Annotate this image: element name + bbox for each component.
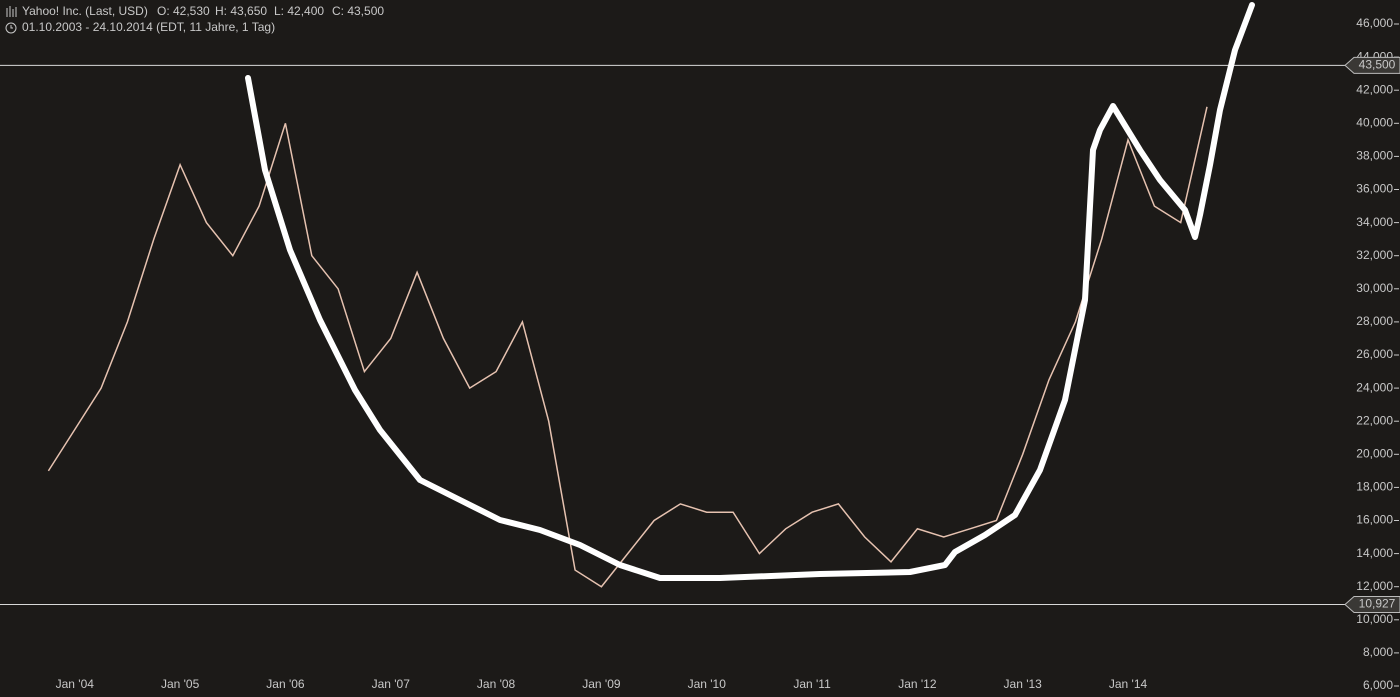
x-tick-label: Jan '08 bbox=[477, 677, 516, 691]
x-tick-label: Jan '06 bbox=[266, 677, 305, 691]
y-tick-label: 18,000 bbox=[1356, 480, 1393, 494]
price-tag-label: 43,500 bbox=[1359, 58, 1396, 72]
y-tick-label: 8,000 bbox=[1363, 645, 1393, 659]
price-tag-label: 10,927 bbox=[1359, 597, 1396, 611]
x-tick-label: Jan '13 bbox=[1004, 677, 1043, 691]
y-tick-label: 36,000 bbox=[1356, 182, 1393, 196]
x-tick-label: Jan '04 bbox=[56, 677, 95, 691]
ohlc-close: C: 43,500 bbox=[332, 4, 384, 18]
hand-drawn-curve bbox=[245, 2, 1255, 581]
y-tick-label: 40,000 bbox=[1356, 115, 1393, 129]
y-tick-label: 12,000 bbox=[1356, 579, 1393, 593]
y-tick-label: 30,000 bbox=[1356, 281, 1393, 295]
y-tick-label: 28,000 bbox=[1356, 314, 1393, 328]
y-tick-label: 24,000 bbox=[1356, 380, 1393, 394]
x-tick-label: Jan '07 bbox=[372, 677, 411, 691]
ohlc-high: H: 43,650 bbox=[215, 4, 267, 18]
y-tick-label: 26,000 bbox=[1356, 347, 1393, 361]
y-tick-label: 10,000 bbox=[1356, 612, 1393, 626]
price-tag bbox=[1344, 595, 1400, 613]
y-tick-label: 20,000 bbox=[1356, 446, 1393, 460]
y-tick-label: 14,000 bbox=[1356, 546, 1393, 560]
ohlc-low: L: 42,400 bbox=[274, 4, 324, 18]
y-tick-label: 32,000 bbox=[1356, 248, 1393, 262]
x-tick-label: Jan '10 bbox=[688, 677, 727, 691]
price-line bbox=[47, 106, 1208, 588]
plot: 6,000 8,000 10,000 12,000 14,000 16,000 18,000… bbox=[0, 16, 1400, 692]
price-tag bbox=[1344, 56, 1400, 74]
chart-icon bbox=[6, 6, 17, 17]
x-tick-label: Jan '09 bbox=[582, 677, 621, 691]
y-tick-label: 34,000 bbox=[1356, 215, 1393, 229]
y-tick-label: 22,000 bbox=[1356, 413, 1393, 427]
y-tick-label: 38,000 bbox=[1356, 149, 1393, 163]
y-tick-label: 6,000 bbox=[1363, 678, 1393, 692]
y-tick-label: 16,000 bbox=[1356, 513, 1393, 527]
clock-icon bbox=[5, 22, 17, 34]
y-tick-label: 46,000 bbox=[1356, 16, 1393, 30]
subtitle: 01.10.2003 - 24.10.2014 (EDT, 11 Jahre, … bbox=[22, 20, 275, 34]
x-tick-label: Jan '05 bbox=[161, 677, 200, 691]
y-tick-label: 42,000 bbox=[1356, 82, 1393, 96]
header-icons bbox=[5, 6, 17, 34]
x-tick-label: Jan '14 bbox=[1109, 677, 1148, 691]
x-tick-label: Jan '12 bbox=[898, 677, 937, 691]
x-tick-label: Jan '11 bbox=[793, 677, 831, 691]
clock-hand bbox=[10, 25, 13, 29]
title: Yahoo! Inc. (Last, USD) bbox=[22, 4, 148, 18]
ohlc-open: O: 42,530 bbox=[157, 4, 210, 18]
